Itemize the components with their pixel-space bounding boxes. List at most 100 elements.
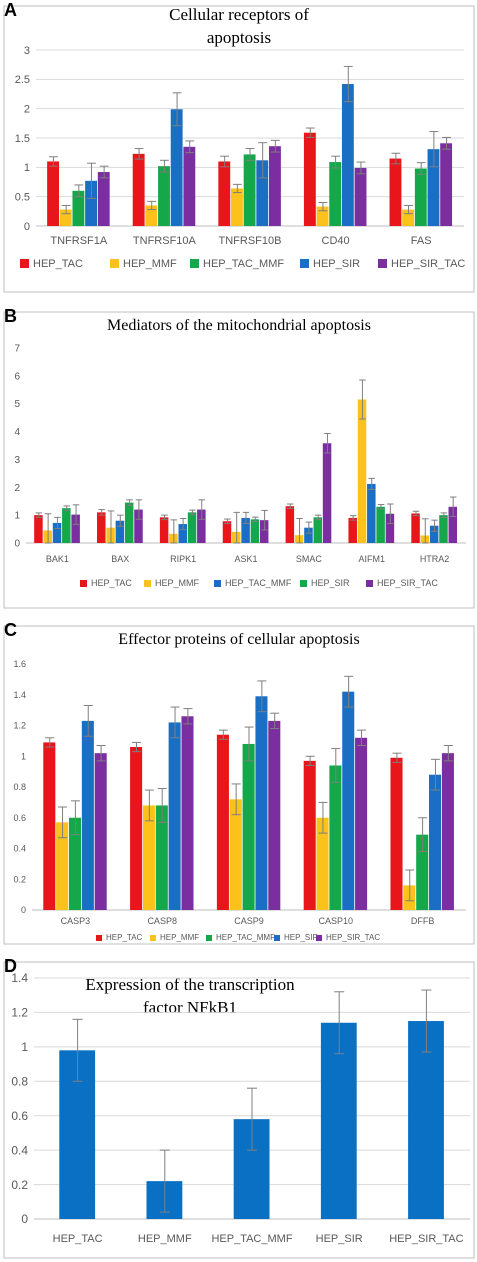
chart-b-bar [411,513,420,543]
chart-d-frame [3,961,475,1259]
chart-c-legend-swatch [206,935,212,941]
chart-c-bar [68,817,82,910]
chart-d-ytick-label: 1 [21,1040,28,1054]
chart-c-legend-swatch [316,935,322,941]
chart-c-bar [390,757,403,910]
chart-b-bar [367,483,376,543]
chart-a-legend-swatch [378,259,387,268]
chart-c-bar [303,760,316,910]
panel-b-letter: B [4,306,17,326]
chart-b-bar [357,399,367,543]
chart-c-bar [316,817,329,910]
chart-a-ytick-label: 1 [24,162,30,174]
chart-d-svg: Expression of the transcription factor NF… [3,961,475,1259]
chart-a-legend-swatch [20,259,29,268]
chart-a-ytick-label: 2 [24,104,30,116]
chart-b-legend-label: HEP_MMF [155,578,200,588]
chart-a-legend-swatch [110,259,119,268]
chart-b-bar [322,443,332,543]
panel-d-letter: D [4,956,17,976]
panel-c-letter: C [4,620,17,640]
chart-a-legend-swatch [300,259,309,268]
chart-a-bar [316,206,329,226]
chart-a-bar [97,172,110,226]
chart-a-bar [145,205,158,226]
chart-b-legend-label: HEP_SIR_TAC [377,578,438,588]
chart-a-bar [230,188,243,226]
chart-b-ytick-label: 0 [14,539,20,550]
chart-b-ytick-label: 3 [14,455,20,466]
chart-b-svg: Mediators of the mitochondrial apoptosis… [3,311,475,609]
chart-b-legend-swatch [80,580,87,587]
chart-b-bar [385,513,395,543]
chart-a-bar [256,160,269,226]
chart-b-frame [3,311,475,609]
chart-b-bar [285,506,295,543]
chart-b-ytick-label: 4 [14,427,20,438]
chart-c-ytick-label: 1.2 [13,721,26,731]
chart-c-frame [3,625,475,945]
chart-d-category-label: HEP_SIR [316,1233,363,1245]
chart-a-legend-label: HEP_SIR [313,258,360,270]
chart-d-ytick-label: 0.2 [11,1178,28,1192]
chart-b-legend-swatch [300,580,307,587]
chart-c-bar [181,716,194,910]
chart-a-legend-label: HEP_MMF [123,258,177,270]
chart-c-legend-label: HEP_TAC [106,933,143,942]
chart-c-legend-label: HEP_MMF [160,933,199,942]
chart-d-ytick-label: 0 [21,1212,28,1226]
chart-a-bar [440,143,453,226]
chart-c-category-label: CASP3 [61,916,91,926]
chart-b-category-label: AIFM1 [358,554,385,564]
chart-a-bar [303,132,316,226]
chart-a-title-line: apoptosis [207,28,271,47]
chart-b-title-line: Mediators of the mitochondrial apoptosis [107,317,371,334]
chart-b-category-label: ASK1 [234,554,257,564]
chart-c-ytick-label: 0.4 [13,844,26,854]
panel-a-letter: A [4,0,17,20]
chart-b-legend-swatch [144,580,151,587]
chart-b-bar [376,506,385,543]
chart-d-ytick-label: 1.4 [11,971,28,985]
chart-b-bar [178,524,187,543]
chart-d-category-label: HEP_TAC [53,1233,103,1245]
chart-a-bar [218,161,231,226]
chart-a-bar [329,162,342,226]
chart-b-bar [52,522,62,543]
chart-c-category-label: DFFB [411,916,435,926]
chart-b-legend-label: HEP_TAC [91,578,132,588]
chart-b-bar [62,508,71,543]
chart-a-bar [414,168,427,226]
panel-d: Expression of the transcription factor NF… [0,956,477,1262]
chart-b-ytick-label: 6 [14,371,20,382]
chart-d-ytick-label: 0.4 [11,1143,28,1157]
chart-a-bar [72,190,85,226]
chart-b-bar [250,519,260,543]
chart-b-legend-swatch [366,580,373,587]
chart-b-bar [448,506,458,543]
chart-a-bar [85,180,98,226]
chart-c-bar [441,753,454,910]
chart-c-legend-label: HEP_SIR_TAC [326,933,380,942]
chart-a-ytick-label: 0.5 [15,192,30,204]
chart-a-bar [243,154,256,226]
chart-a-bar [341,84,354,226]
chart-c-ytick-label: 0.2 [13,874,26,884]
chart-b-bar [259,520,269,543]
chart-b-bar [115,520,125,543]
chart-c-bar [155,805,168,910]
chart-c-bar [94,753,107,910]
chart-c-svg: Effector proteins of cellular apoptosis 0… [3,625,475,945]
chart-a-bar [183,146,196,226]
chart-c-ytick-label: 0.8 [13,782,26,792]
chart-a-bar [269,146,281,226]
chart-c-category-label: CASP8 [147,916,177,926]
chart-a-bar [47,161,59,226]
chart-a-legend-label: HEP_TAC_MMF [203,258,284,270]
chart-d-category-label: HEP_SIR_TAC [389,1233,463,1245]
chart-c-legend-swatch [96,935,102,941]
chart-b-bar [159,517,169,543]
chart-a-svg: Cellular receptors of apoptosis 0 0.5 1 1.5 2 2… [3,5,475,293]
chart-c-bar [355,737,368,910]
chart-a-legend-label: HEP_TAC [33,258,83,270]
